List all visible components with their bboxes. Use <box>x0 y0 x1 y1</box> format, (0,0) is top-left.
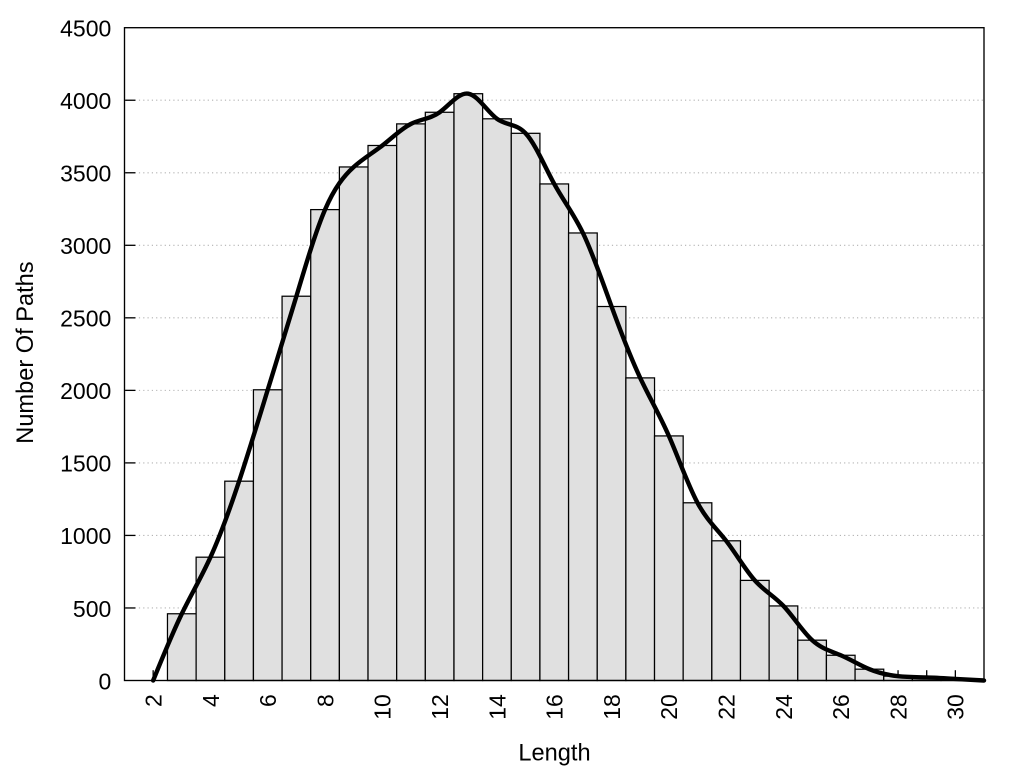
svg-text:2: 2 <box>140 694 166 707</box>
svg-text:0: 0 <box>99 668 112 694</box>
svg-text:24: 24 <box>771 694 797 720</box>
svg-text:3500: 3500 <box>60 161 111 187</box>
svg-text:4000: 4000 <box>60 88 111 114</box>
svg-text:3000: 3000 <box>60 233 111 259</box>
svg-text:18: 18 <box>599 694 625 720</box>
svg-text:16: 16 <box>542 694 568 720</box>
svg-text:Number Of Paths: Number Of Paths <box>13 261 39 443</box>
svg-text:4500: 4500 <box>60 16 111 42</box>
svg-text:30: 30 <box>943 694 969 720</box>
svg-text:20: 20 <box>656 694 682 720</box>
svg-text:28: 28 <box>885 694 911 720</box>
svg-text:1000: 1000 <box>60 523 111 549</box>
svg-text:14: 14 <box>484 694 510 720</box>
svg-text:6: 6 <box>255 694 281 707</box>
svg-text:8: 8 <box>312 694 338 707</box>
svg-text:22: 22 <box>713 694 739 720</box>
svg-text:2000: 2000 <box>60 378 111 404</box>
svg-text:1500: 1500 <box>60 451 111 477</box>
svg-text:26: 26 <box>828 694 854 720</box>
svg-text:500: 500 <box>73 596 111 622</box>
svg-text:10: 10 <box>370 694 396 720</box>
svg-text:Length: Length <box>518 741 590 767</box>
svg-text:12: 12 <box>427 694 453 720</box>
svg-text:4: 4 <box>198 694 224 707</box>
svg-text:2500: 2500 <box>60 306 111 332</box>
